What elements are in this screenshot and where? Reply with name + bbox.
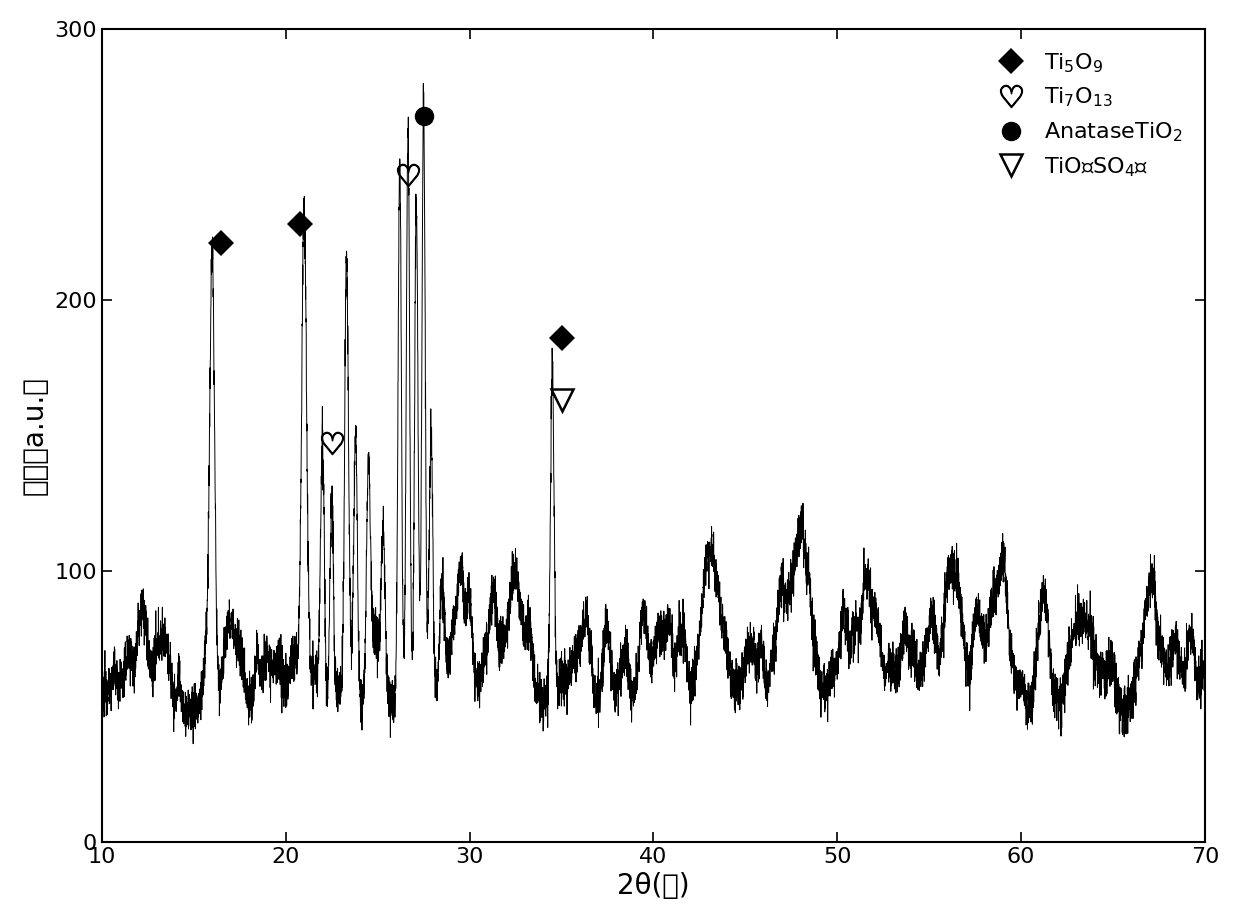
Legend: Ti$_5$O$_9$, Ti$_7$O$_{13}$, AnataseTiO$_2$, TiO（SO$_4$）: Ti$_5$O$_9$, Ti$_7$O$_{13}$, AnataseTiO$… [988,40,1194,190]
X-axis label: 2θ(度): 2θ(度) [618,872,689,900]
Y-axis label: 强度（a.u.）: 强度（a.u.） [21,376,48,495]
